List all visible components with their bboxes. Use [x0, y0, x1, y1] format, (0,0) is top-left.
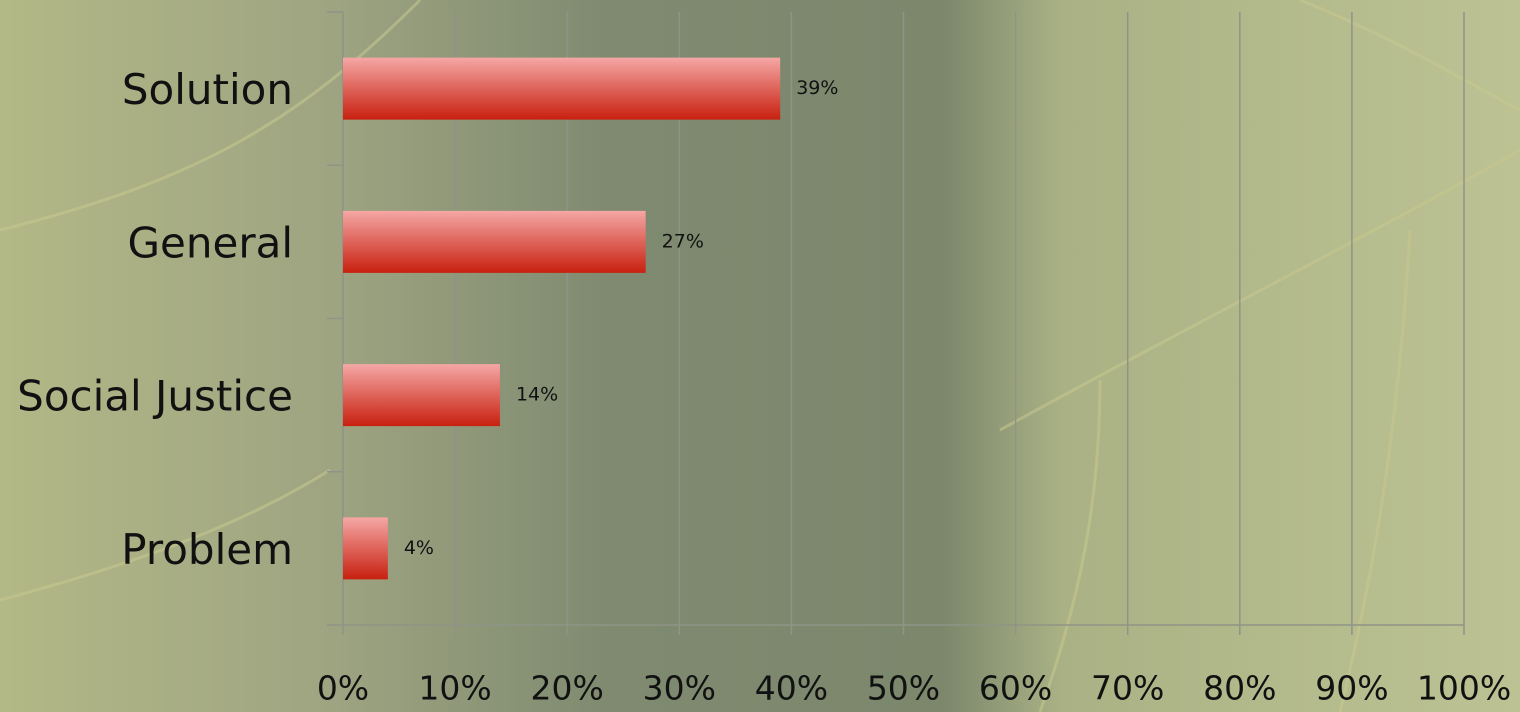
x-tick-label: 90% — [1315, 669, 1388, 708]
y-tick-label: Social Justice — [17, 372, 293, 421]
x-tick-label: 70% — [1091, 669, 1164, 708]
bar — [343, 517, 388, 580]
value-label: 39% — [796, 77, 838, 99]
value-label: 14% — [516, 384, 558, 406]
x-tick-label: 100% — [1417, 669, 1511, 708]
bar — [343, 210, 646, 273]
bar — [343, 57, 781, 120]
value-label: 4% — [404, 537, 434, 559]
y-tick-label: General — [127, 218, 293, 267]
bar — [343, 364, 500, 427]
x-tick-label: 0% — [317, 669, 369, 708]
x-tick-label: 60% — [979, 669, 1052, 708]
x-tick-label: 80% — [1203, 669, 1276, 708]
x-tick-label: 40% — [755, 669, 828, 708]
y-tick-label: Problem — [121, 525, 293, 574]
x-tick-label: 30% — [643, 669, 716, 708]
value-label: 27% — [662, 230, 704, 252]
x-tick-label: 50% — [867, 669, 940, 708]
x-tick-label: 10% — [418, 669, 491, 708]
x-tick-label: 20% — [531, 669, 604, 708]
y-tick-label: Solution — [122, 65, 293, 114]
